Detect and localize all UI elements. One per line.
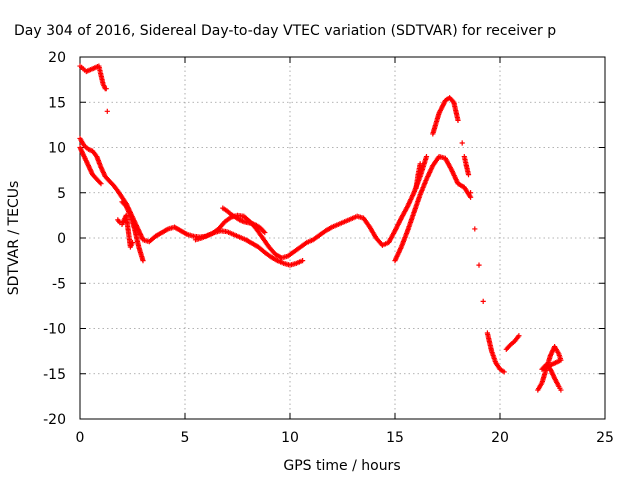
y-tick-label-0: -20: [43, 412, 66, 428]
data-point-2-30: [417, 161, 423, 167]
y-tick-label-4: 0: [57, 231, 66, 247]
data-point-0-72: [480, 298, 486, 304]
data-point-1-5: [98, 181, 104, 187]
y-tick-label-6: 10: [48, 141, 66, 157]
data-point-1-11: [140, 258, 146, 264]
data-point-0-70: [472, 226, 478, 232]
y-tick-label-5: 5: [57, 186, 66, 202]
y-tick-label-3: -5: [52, 276, 66, 292]
data-point-3-3: [516, 333, 522, 339]
data-point-1-42: [468, 194, 474, 200]
x-tick-label-1: 5: [181, 430, 190, 446]
data-point-3-16: [558, 387, 564, 393]
data-point-3-0-fill-3: [506, 343, 513, 349]
x-tick-label-3: 15: [386, 430, 404, 446]
x-tick-label-2: 10: [281, 430, 299, 446]
y-tick-label-8: 20: [48, 50, 66, 66]
data-point-2-33: [465, 172, 472, 178]
data-point-2-7: [103, 86, 109, 92]
axis-ticks: 0 5 10 15 20 25 -20 -15 -10 -5 0 5 10 15 20: [43, 50, 614, 446]
data-point-2-8: [104, 108, 110, 114]
x-tick-label-0: 0: [76, 430, 85, 446]
x-tick-label-4: 20: [491, 430, 509, 446]
y-tick-label-7: 15: [48, 95, 66, 111]
y-axis-label: SDTVAR / TECUs: [6, 181, 22, 296]
data-point-2-26-fill-3: [261, 228, 267, 235]
y-tick-label-2: -10: [43, 322, 66, 338]
data-point-1-4-fill-3: [97, 179, 103, 186]
data-point-0-77: [501, 369, 507, 375]
data-point-0-60: [423, 153, 430, 160]
data-point-0-66: [455, 117, 461, 123]
data-point-2-27: [262, 229, 268, 236]
y-tick-label-1: -15: [43, 367, 66, 383]
grid: [80, 57, 605, 419]
data-point-0-71: [476, 262, 482, 268]
x-axis-label: GPS time / hours: [283, 458, 400, 474]
data-point-1-29: [300, 258, 306, 264]
data-point-0-67: [459, 140, 465, 146]
data-points: [77, 63, 564, 393]
chart-title: Day 304 of 2016, Sidereal Day-to-day VTE…: [14, 23, 556, 39]
x-tick-label-5: 25: [596, 430, 614, 446]
data-point-2-16: [129, 239, 136, 246]
